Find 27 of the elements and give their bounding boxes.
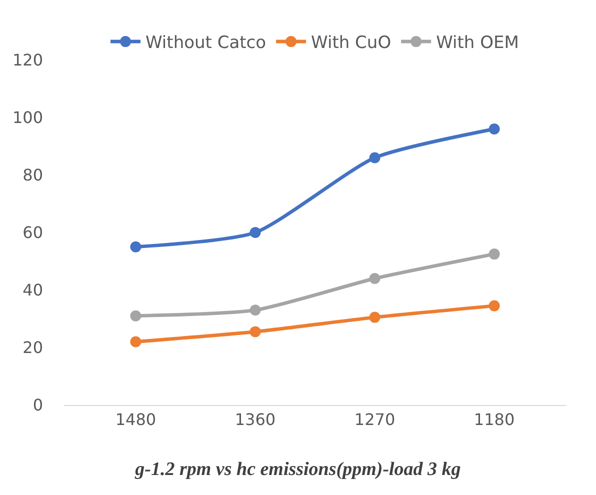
x-tick-label: 1480 <box>115 410 156 430</box>
point <box>130 310 142 322</box>
point <box>488 248 500 260</box>
x-tick-label: 1360 <box>234 410 276 430</box>
point <box>250 304 261 316</box>
y-tick-label: 20 <box>22 338 43 358</box>
y-tick-label: 100 <box>12 108 43 128</box>
point <box>250 326 261 338</box>
text: g-1.2 rpm vs hc emissions(ppm)-load 3 kg <box>134 459 461 480</box>
y-tick-label: 120 <box>12 50 43 70</box>
y-tick-label: 80 <box>22 166 43 185</box>
point <box>130 241 142 252</box>
point <box>369 312 380 323</box>
legend-label: With CuO <box>311 33 392 54</box>
x-tick-label: 1270 <box>354 410 396 430</box>
x-tick-label: 1180 <box>474 410 515 430</box>
point <box>250 227 261 238</box>
legend-label: With OEM <box>436 33 519 54</box>
y-tick-label: 0 <box>32 396 43 415</box>
legend-label: Without Catco <box>146 33 266 54</box>
point <box>130 336 142 348</box>
point <box>488 124 500 134</box>
point <box>369 273 380 284</box>
y-tick-label: 40 <box>22 280 43 300</box>
y-tick-label: 60 <box>22 223 43 242</box>
point <box>369 152 380 164</box>
point <box>488 300 500 312</box>
